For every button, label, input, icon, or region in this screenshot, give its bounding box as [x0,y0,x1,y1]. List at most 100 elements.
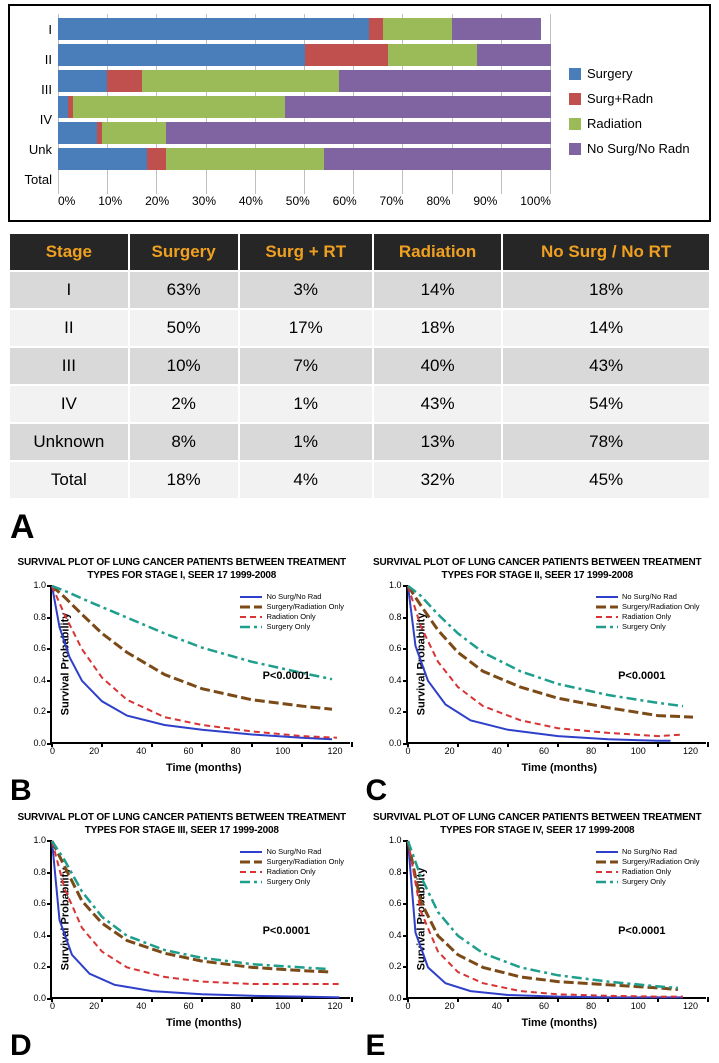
table-cell: 78% [502,423,710,461]
table-header: Stage [9,233,129,271]
survival-plot: Survival Probability 1.00.80.60.40.20.0 … [406,841,706,999]
bar-segment [477,44,551,66]
survival-panel-d: SURVIVAL PLOT OF LUNG CANCER PATIENTS BE… [4,808,360,1063]
table-row: I63%3%14%18% [9,271,710,309]
survival-plot: Survival Probability 1.00.80.60.40.20.0 … [50,586,350,744]
survival-panel-b: SURVIVAL PLOT OF LUNG CANCER PATIENTS BE… [4,553,360,808]
table-row: Total18%4%32%45% [9,461,710,499]
table-cell: IV [9,385,129,423]
table-cell: Total [9,461,129,499]
x-ticks: 020406080100120 [408,746,706,756]
legend-label: No Surg/No Radn [587,141,690,156]
survival-plot: Survival Probability 1.00.80.60.40.20.0 … [50,841,350,999]
barchart-y-labels: IIIIIIIVUnkTotal [18,14,58,194]
p-value: P<0.0001 [618,670,665,682]
table-cell: 14% [502,309,710,347]
p-value: P<0.0001 [618,925,665,937]
table-cell: 4% [239,461,373,499]
bar-segment [58,44,305,66]
bar-row [58,44,551,66]
survival-grid: SURVIVAL PLOT OF LUNG CANCER PATIENTS BE… [4,553,715,1063]
bar-row [58,148,551,170]
survival-title: SURVIVAL PLOT OF LUNG CANCER PATIENTS BE… [10,812,354,837]
table-cell: 17% [239,309,373,347]
table-cell: 54% [502,385,710,423]
plot-legend: No Surg/No RadSurgery/Radiation OnlyRadi… [240,592,344,633]
barchart: IIIIIIIVUnkTotal 0%10%20%30%40%50%60%70%… [18,14,551,208]
table-cell: 18% [129,461,239,499]
table-cell: 43% [502,347,710,385]
table-cell: 7% [239,347,373,385]
table-cell: 3% [239,271,373,309]
y-ticks: 1.00.80.60.40.20.0 [24,580,46,748]
p-value: P<0.0001 [263,670,310,682]
panel-a-barchart-wrap: IIIIIIIVUnkTotal 0%10%20%30%40%50%60%70%… [8,4,711,222]
bar-segment [305,44,389,66]
barchart-x-ticks: 0%10%20%30%40%50%60%70%80%90%100% [58,194,551,208]
bar-segment [58,70,107,92]
survival-title: SURVIVAL PLOT OF LUNG CANCER PATIENTS BE… [10,557,354,582]
table-cell: 43% [373,385,502,423]
bar-segment [369,18,384,40]
survival-title: SURVIVAL PLOT OF LUNG CANCER PATIENTS BE… [366,812,710,837]
survival-plot: Survival Probability 1.00.80.60.40.20.0 … [406,586,706,744]
x-axis-label: Time (months) [410,762,710,774]
bar-segment [166,148,324,170]
table-cell: Unknown [9,423,129,461]
panel-label-d: D [10,1029,36,1063]
x-ticks: 020406080100120 [52,1001,350,1011]
bar-segment [339,70,551,92]
table-row: II50%17%18%14% [9,309,710,347]
table-cell: I [9,271,129,309]
y-ticks: 1.00.80.60.40.20.0 [24,835,46,1003]
plot-legend: No Surg/No RadSurgery/Radiation OnlyRadi… [596,847,700,888]
table-cell: 45% [502,461,710,499]
p-value: P<0.0001 [263,925,310,937]
table-cell: 10% [129,347,239,385]
plot-legend: No Surg/No RadSurgery/Radiation OnlyRadi… [596,592,700,633]
survival-panel-c: SURVIVAL PLOT OF LUNG CANCER PATIENTS BE… [360,553,716,808]
y-ticks: 1.00.80.60.40.20.0 [380,580,402,748]
bar-ylabel: Total [18,172,58,187]
bar-ylabel: IV [18,112,58,127]
bar-segment [388,44,477,66]
bar-ylabel: II [18,52,58,67]
plot-legend: No Surg/No RadSurgery/Radiation OnlyRadi… [240,847,344,888]
bar-row [58,122,551,144]
table-header: Radiation [373,233,502,271]
figure-root: IIIIIIIVUnkTotal 0%10%20%30%40%50%60%70%… [0,4,719,1063]
legend-label: Surgery [587,66,633,81]
bar-segment [102,122,166,144]
table-cell: 14% [373,271,502,309]
bar-ylabel: III [18,82,58,97]
table-header: Surgery [129,233,239,271]
bar-segment [107,70,142,92]
table-cell: 18% [502,271,710,309]
barchart-area: IIIIIIIVUnkTotal 0%10%20%30%40%50%60%70%… [18,14,701,208]
x-ticks: 020406080100120 [52,746,350,756]
survival-title: SURVIVAL PLOT OF LUNG CANCER PATIENTS BE… [366,557,710,582]
x-axis-label: Time (months) [410,1017,710,1029]
table-cell: 1% [239,423,373,461]
barchart-legend: SurgerySurg+RadnRadiationNo Surg/No Radn [551,14,701,208]
table-row: III10%7%40%43% [9,347,710,385]
x-ticks: 020406080100120 [408,1001,706,1011]
table-cell: III [9,347,129,385]
legend-label: Surg+Radn [587,91,653,106]
x-axis-label: Time (months) [54,762,354,774]
bar-segment [58,148,147,170]
table-cell: 63% [129,271,239,309]
bar-segment [285,96,551,118]
table-cell: 1% [239,385,373,423]
panel-label-a: A [4,508,715,553]
bar-segment [58,18,369,40]
bar-segment [166,122,551,144]
panel-label-e: E [366,1029,392,1063]
legend-item: No Surg/No Radn [569,141,701,156]
table-cell: 2% [129,385,239,423]
legend-item: Surgery [569,66,701,81]
panel-label-c: C [366,774,392,808]
table-header: Surg + RT [239,233,373,271]
barchart-bars [58,14,551,194]
table-cell: 8% [129,423,239,461]
